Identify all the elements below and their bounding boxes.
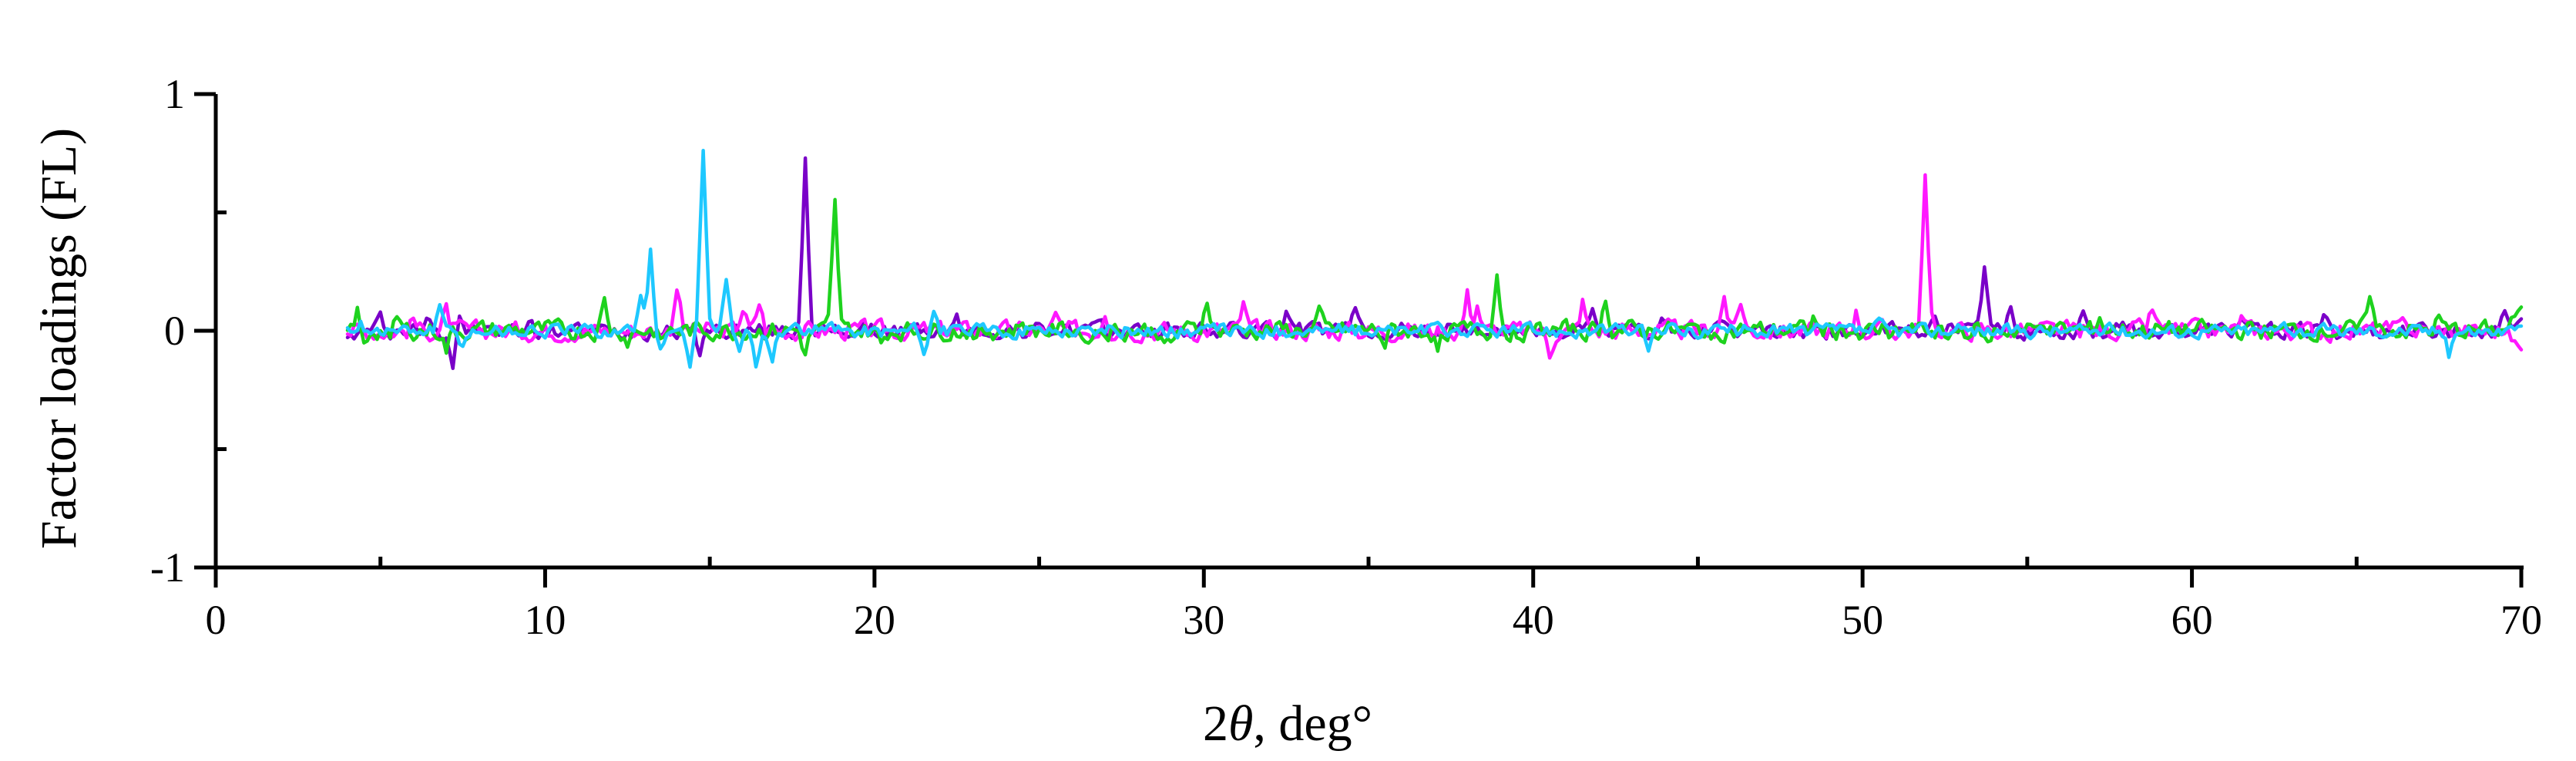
y-axis-title: Factor loadings (FL) bbox=[31, 128, 87, 549]
series-layer bbox=[345, 148, 2524, 370]
x-tick-label: 30 bbox=[1183, 597, 1224, 643]
y-tick-label: 0 bbox=[164, 308, 185, 354]
x-axis-title-prefix: 2 bbox=[1203, 695, 1228, 752]
x-axis-title-suffix: , deg° bbox=[1253, 695, 1372, 752]
x-tick-label: 70 bbox=[2500, 597, 2542, 643]
series-line-4 bbox=[345, 148, 2524, 369]
y-tick-label: -1 bbox=[150, 544, 185, 591]
x-tick-label: 60 bbox=[2171, 597, 2213, 643]
x-tick-label: 40 bbox=[1513, 597, 1554, 643]
x-axis-title-symbol: θ bbox=[1228, 695, 1253, 752]
series-line-3 bbox=[345, 197, 2524, 357]
x-tick-label: 0 bbox=[206, 597, 227, 643]
x-tick-label: 50 bbox=[1842, 597, 1883, 643]
y-tick-label: 1 bbox=[164, 71, 185, 117]
x-axis-title: 2θ, deg° bbox=[1203, 695, 1372, 752]
x-tick-label: 20 bbox=[854, 597, 895, 643]
x-tick-label: 10 bbox=[524, 597, 566, 643]
